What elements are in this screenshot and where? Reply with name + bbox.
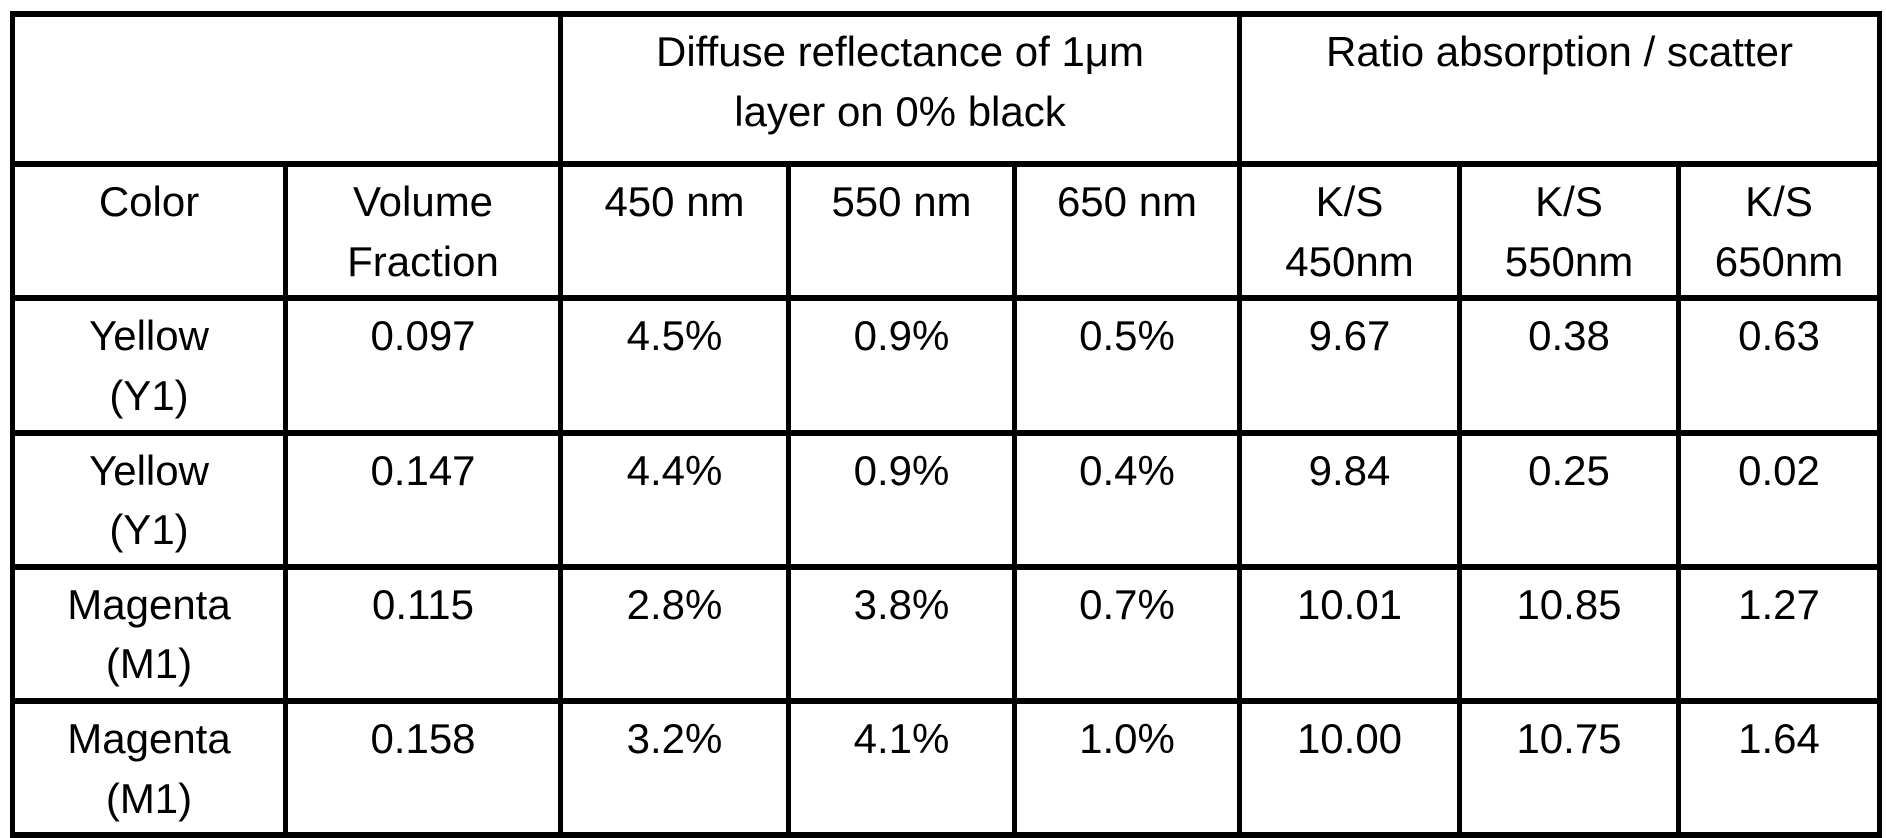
cell-reflectance-450: 2.8% <box>558 563 791 705</box>
cell-ks-450: 9.84 <box>1237 429 1462 570</box>
cell-ks-550: 0.38 <box>1457 295 1681 436</box>
column-header-row: Color Volume Fraction 450 nm 550 nm 650 … <box>10 160 1883 302</box>
cell-reflectance-550: 3.8% <box>786 563 1017 705</box>
cell-ks-550: 10.85 <box>1457 563 1681 705</box>
reflectance-table: Diffuse reflectance of 1μm layer on 0% b… <box>10 11 1883 838</box>
cell-ks-650: 1.64 <box>1675 697 1883 838</box>
cell-ks-650: 0.02 <box>1675 429 1883 570</box>
cell-ks-450: 10.00 <box>1237 697 1462 838</box>
column-header-ks-450nm: K/S 450nm <box>1237 160 1462 302</box>
cell-reflectance-650: 1.0% <box>1012 697 1242 838</box>
table-row: Yellow (Y1) 0.147 4.4% 0.9% 0.4% 9.84 0.… <box>10 429 1883 570</box>
table-row: Magenta (M1) 0.115 2.8% 3.8% 0.7% 10.01 … <box>10 563 1883 705</box>
cell-reflectance-650: 0.5% <box>1012 295 1242 436</box>
cell-ks-450: 10.01 <box>1237 563 1462 705</box>
column-header-color: Color <box>10 160 288 302</box>
cell-reflectance-450: 4.5% <box>558 295 791 436</box>
reflectance-table-container: Diffuse reflectance of 1μm layer on 0% b… <box>10 11 1883 838</box>
column-header-ks-550nm: K/S 550nm <box>1457 160 1681 302</box>
group-header-diffuse-reflectance: Diffuse reflectance of 1μm layer on 0% b… <box>558 11 1242 167</box>
cell-ks-650: 0.63 <box>1675 295 1883 436</box>
column-header-650nm: 650 nm <box>1012 160 1242 302</box>
group-header-blank <box>10 11 563 167</box>
cell-color: Yellow (Y1) <box>10 429 288 570</box>
cell-color: Yellow (Y1) <box>10 295 288 436</box>
table-row: Magenta (M1) 0.158 3.2% 4.1% 1.0% 10.00 … <box>10 697 1883 838</box>
cell-ks-650: 1.27 <box>1675 563 1883 705</box>
cell-volume-fraction: 0.158 <box>283 697 563 838</box>
cell-color: Magenta (M1) <box>10 563 288 705</box>
cell-volume-fraction: 0.115 <box>283 563 563 705</box>
cell-color: Magenta (M1) <box>10 697 288 838</box>
cell-reflectance-450: 3.2% <box>558 697 791 838</box>
column-header-ks-650nm: K/S 650nm <box>1675 160 1883 302</box>
cell-ks-450: 9.67 <box>1237 295 1462 436</box>
cell-reflectance-550: 0.9% <box>786 295 1017 436</box>
cell-volume-fraction: 0.147 <box>283 429 563 570</box>
cell-reflectance-650: 0.4% <box>1012 429 1242 570</box>
group-header-ratio-absorption-scatter: Ratio absorption / scatter <box>1236 11 1883 167</box>
cell-reflectance-450: 4.4% <box>558 429 791 570</box>
cell-ks-550: 0.25 <box>1457 429 1681 570</box>
cell-ks-550: 10.75 <box>1457 697 1681 838</box>
cell-reflectance-650: 0.7% <box>1012 563 1242 705</box>
column-header-volume-fraction: Volume Fraction <box>283 160 563 302</box>
table-row: Yellow (Y1) 0.097 4.5% 0.9% 0.5% 9.67 0.… <box>10 295 1883 436</box>
cell-reflectance-550: 4.1% <box>786 697 1017 838</box>
group-header-row: Diffuse reflectance of 1μm layer on 0% b… <box>10 11 1883 167</box>
column-header-550nm: 550 nm <box>786 160 1017 302</box>
cell-volume-fraction: 0.097 <box>283 295 563 436</box>
column-header-450nm: 450 nm <box>558 160 791 302</box>
cell-reflectance-550: 0.9% <box>786 429 1017 570</box>
